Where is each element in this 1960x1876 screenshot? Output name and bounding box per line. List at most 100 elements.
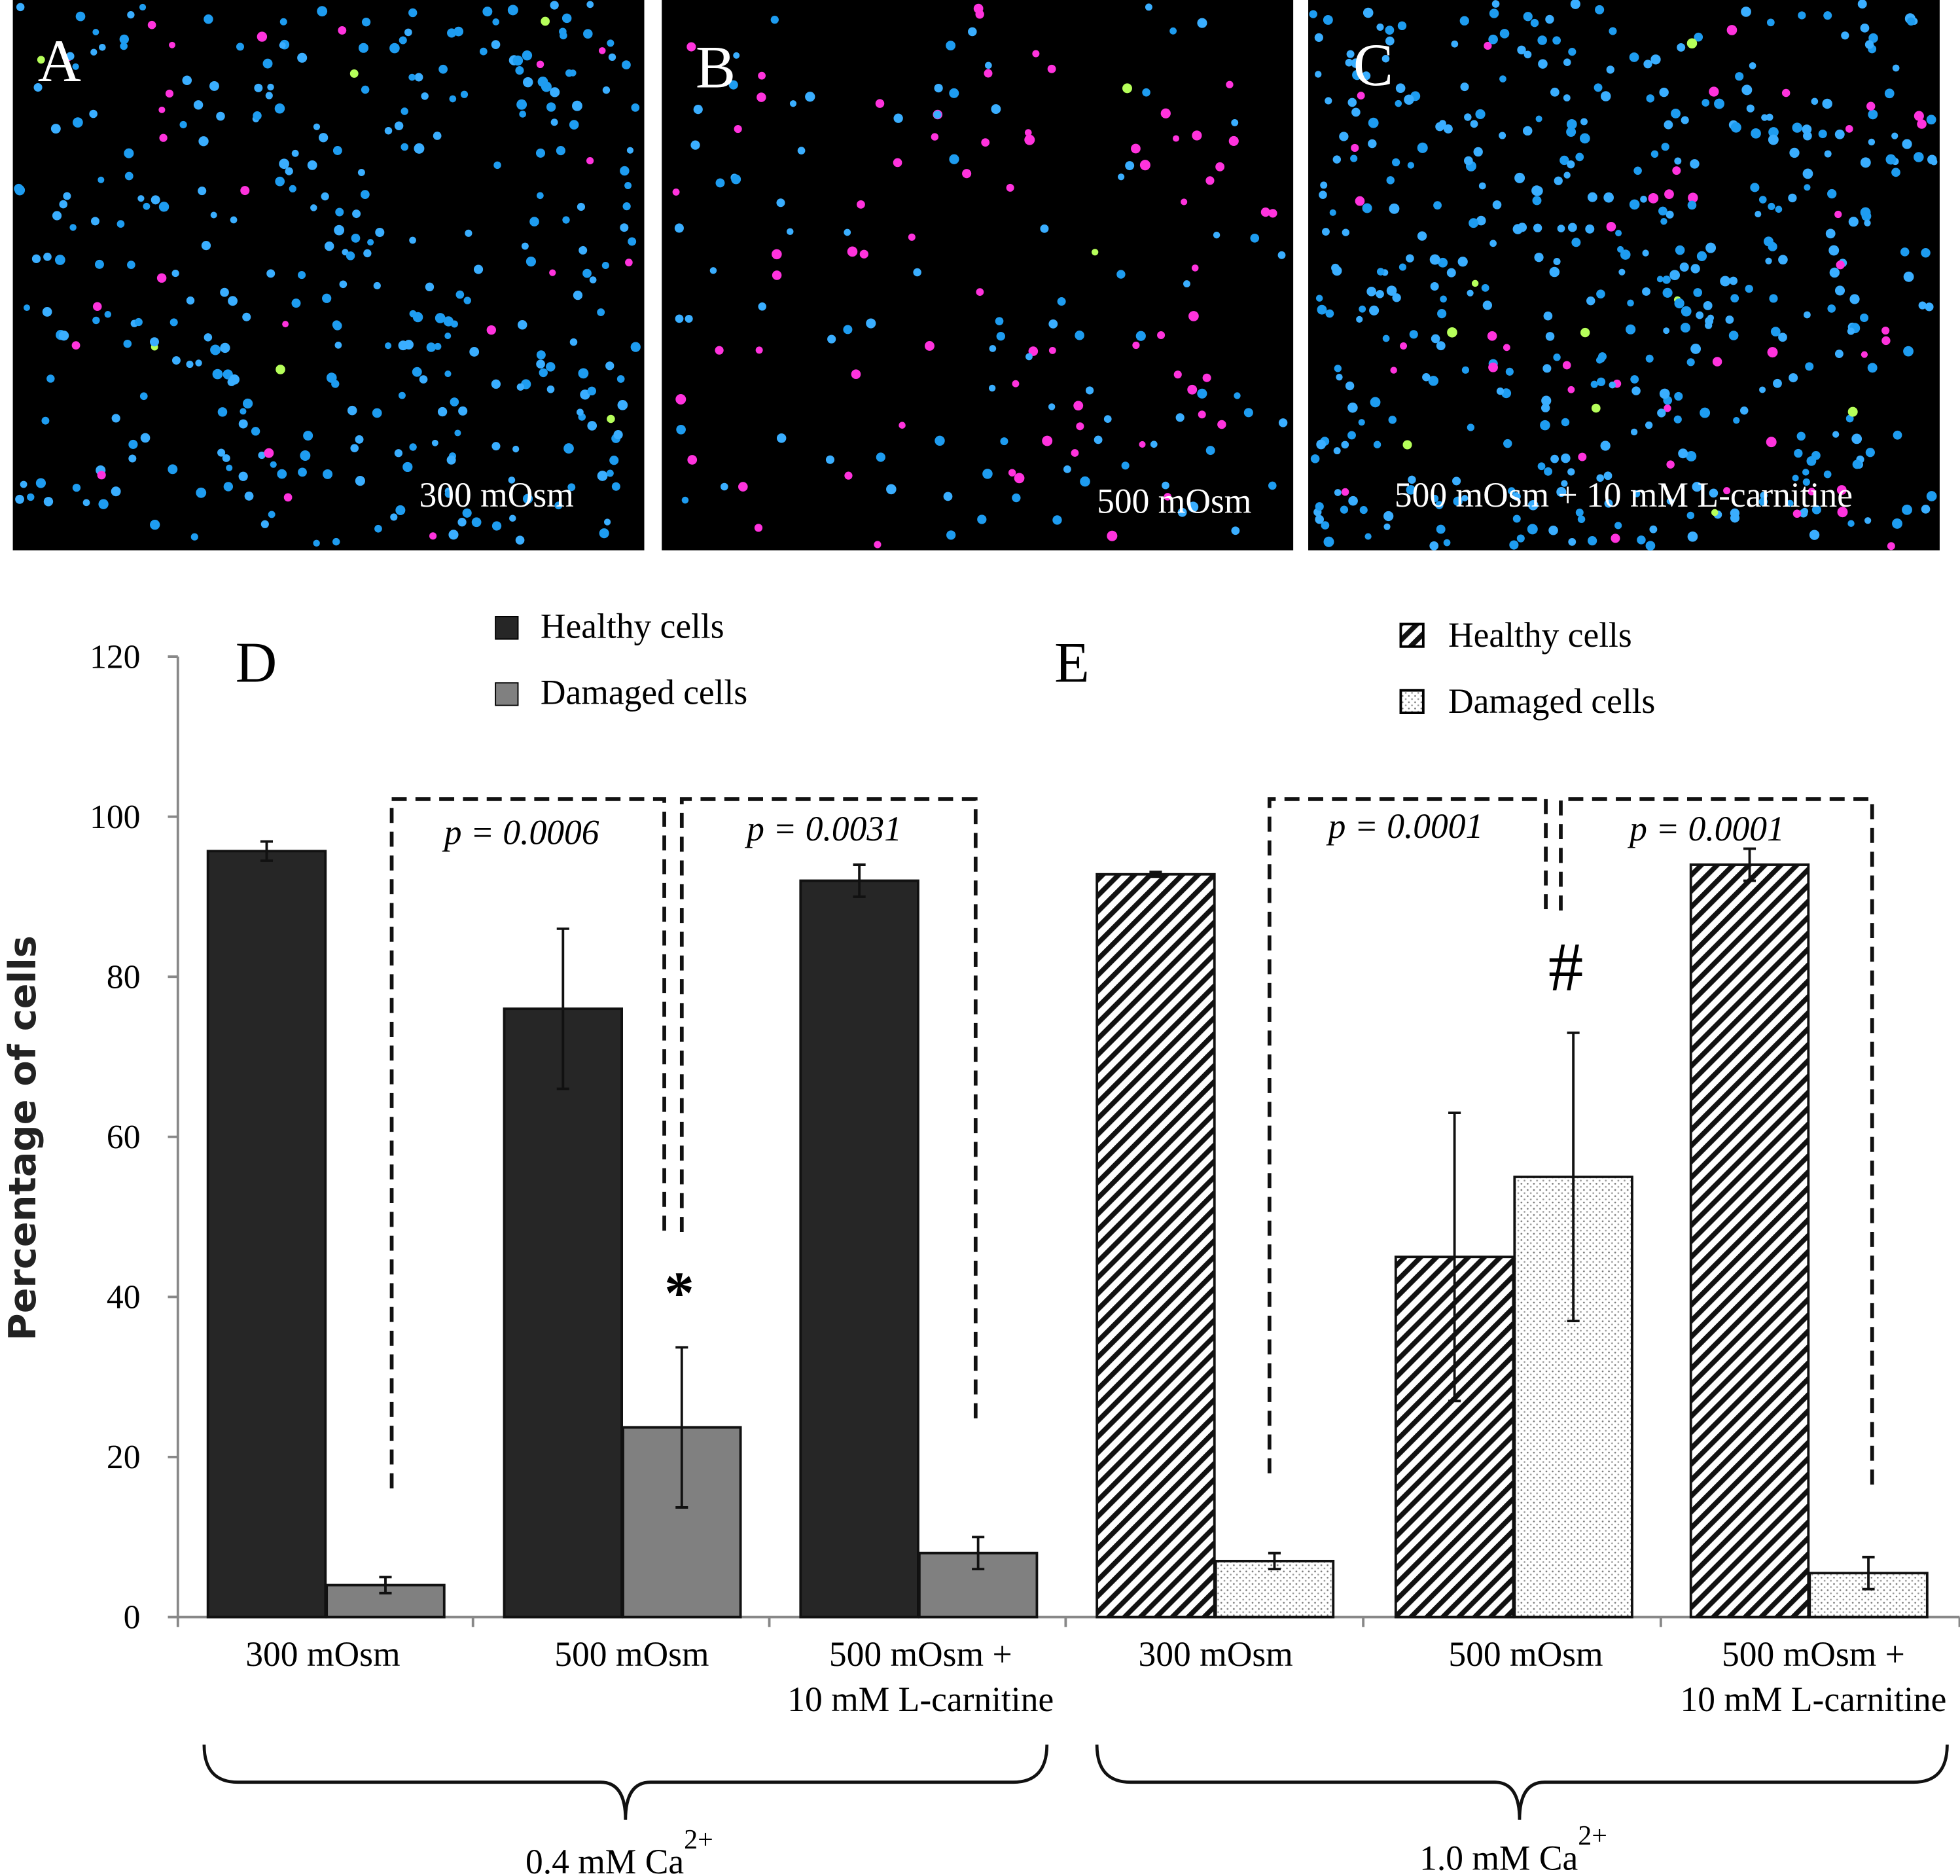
cell-dot	[598, 47, 606, 54]
cell-dot	[147, 20, 156, 29]
cell-dot	[1315, 514, 1325, 524]
cell-dot	[1823, 470, 1832, 478]
cell-dot	[1484, 41, 1492, 50]
cell-dot	[262, 58, 273, 69]
cell-dot	[1630, 375, 1639, 384]
cell-dot	[198, 136, 209, 147]
cell-dot	[457, 518, 467, 527]
cell-dot	[1656, 276, 1664, 283]
cell-dot	[210, 344, 221, 355]
cell-dot	[318, 133, 329, 143]
bar-healthy	[1096, 873, 1216, 1619]
cell-dot	[1332, 155, 1342, 164]
cell-dot	[519, 111, 526, 118]
cell-dot	[1745, 284, 1753, 293]
cell-dot	[1191, 264, 1199, 272]
cell-dot	[586, 156, 594, 165]
cell-dot	[1406, 484, 1416, 495]
cell-dot	[222, 454, 230, 462]
cell-dot	[512, 445, 520, 453]
cell-dot	[236, 43, 244, 51]
legend-e: Healthy cells Damaged cells	[1399, 615, 1655, 721]
cell-dot	[198, 187, 207, 196]
cell-dot	[151, 195, 160, 205]
cell-dot	[1768, 127, 1779, 137]
cell-dot	[1902, 139, 1912, 149]
cell-dot	[1364, 533, 1372, 540]
cell-dot	[1633, 490, 1641, 497]
cell-dot	[90, 48, 98, 56]
cell-dot	[728, 80, 738, 90]
cell-dot	[617, 400, 628, 410]
cell-dot	[429, 532, 437, 540]
cell-dot	[561, 13, 572, 24]
cell-dot	[731, 174, 741, 185]
cell-dot	[1341, 441, 1349, 449]
cell-dot	[1173, 370, 1182, 379]
cell-dot	[973, 3, 984, 14]
cell-dot	[549, 269, 556, 276]
cell-dot	[462, 508, 472, 518]
cell-dot	[408, 73, 416, 81]
cell-dot	[1741, 7, 1751, 17]
y-axis: 0 20 40 60 80 100 120	[90, 638, 1960, 1636]
cell-dot	[1540, 420, 1550, 431]
cell-dot	[1720, 276, 1731, 287]
cell-dot	[1686, 511, 1695, 520]
cell-dot	[1376, 289, 1384, 298]
cell-dot	[1325, 309, 1334, 318]
cell-dot	[1376, 23, 1384, 31]
significance-star: *	[664, 1259, 694, 1326]
cell-dot	[1675, 245, 1685, 255]
cell-dot	[253, 111, 262, 120]
cell-dot	[1107, 530, 1118, 541]
cell-dot	[124, 148, 134, 158]
cell-dot	[15, 494, 24, 504]
cell-dot	[569, 69, 577, 77]
cell-dot	[1768, 134, 1779, 145]
cell-dot	[516, 383, 525, 391]
cell-dot	[1350, 154, 1358, 162]
cell-dot	[1523, 12, 1533, 22]
cell-dot	[1260, 207, 1270, 217]
cell-dot	[559, 27, 567, 36]
p-value-d-2: p = 0.0031	[744, 809, 902, 848]
cell-dot	[1226, 81, 1234, 88]
cell-dot	[1630, 428, 1638, 436]
cell-dot	[220, 287, 229, 297]
cell-dot	[1693, 288, 1703, 297]
cell-dot	[1725, 315, 1734, 324]
cell-dot	[150, 337, 159, 347]
cell-dot	[1788, 193, 1797, 203]
cell-dot	[1887, 542, 1895, 550]
cell-dot	[1169, 27, 1177, 35]
cell-dot	[1351, 107, 1361, 117]
cell-dot	[1918, 301, 1927, 310]
cell-dot	[334, 225, 345, 236]
cell-dot	[984, 69, 993, 78]
cell-dot	[119, 34, 129, 45]
cell-dot	[454, 26, 464, 37]
legend-swatch-healthy	[495, 616, 519, 640]
cell-dot	[352, 209, 361, 219]
cell-dot	[770, 15, 779, 24]
cell-dot	[1849, 294, 1860, 304]
cell-dot	[372, 408, 382, 418]
cell-dot	[223, 482, 234, 492]
cell-dot	[111, 414, 120, 423]
cell-dot	[1025, 353, 1033, 361]
cell-dot	[1385, 26, 1395, 35]
cell-dot	[1566, 127, 1577, 137]
cell-dot	[1590, 380, 1598, 388]
cell-dot	[1669, 270, 1681, 281]
cell-dot	[1646, 94, 1655, 103]
cell-dot	[1891, 132, 1898, 139]
cell-dot	[1687, 531, 1698, 542]
cell-dot	[332, 537, 340, 546]
cell-dot	[1614, 522, 1622, 530]
cell-dot	[300, 450, 311, 461]
cell-dot	[1577, 515, 1586, 524]
cell-dot	[150, 519, 160, 530]
cell-dot	[89, 109, 98, 118]
cell-dot	[212, 369, 223, 380]
